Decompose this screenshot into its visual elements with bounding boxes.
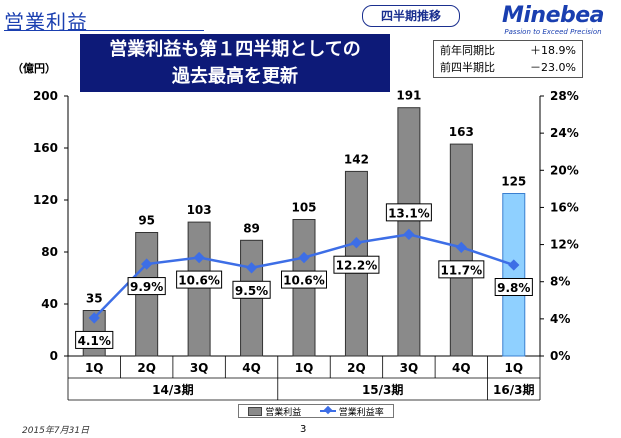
comparison-value: ＋18.9% [530, 44, 576, 57]
legend-label: 営業利益率 [338, 407, 384, 418]
margin-label-box [176, 270, 223, 289]
margin-value-label: 9.5% [235, 284, 268, 298]
margin-point [455, 241, 467, 254]
margin-value-label: 13.1% [388, 206, 430, 220]
page-number: 3 [300, 424, 307, 435]
bar-value-label: 191 [396, 89, 421, 103]
y-left-tick-label: 80 [41, 245, 58, 259]
logo-tagline: Passion to Exceed Precision [504, 28, 602, 36]
margin-point [403, 228, 415, 241]
margin-value-label: 10.6% [178, 274, 220, 288]
comparison-value: －23.0% [530, 61, 576, 74]
comparison-box: 前年同期比 ＋18.9% 前四半期比 －23.0% [433, 40, 583, 78]
margin-value-label: 10.6% [283, 274, 325, 288]
category-label: 1Q [295, 361, 314, 375]
category-label: 1Q [85, 361, 104, 375]
margin-label-box [385, 203, 432, 222]
legend-label: 営業利益 [265, 407, 302, 418]
comparison-label: 前四半期比 [440, 61, 495, 74]
category-label: 2Q [347, 361, 366, 375]
margin-label-box [333, 255, 380, 274]
margin-value-label: 12.2% [336, 259, 378, 273]
category-label: 1Q [504, 361, 523, 375]
margin-value-label: 9.9% [130, 280, 163, 294]
margin-point [141, 258, 153, 270]
headline-line-1: 営業利益も第１四半期としての [109, 39, 361, 60]
headline-line-2: 過去最高を更新 [172, 66, 298, 87]
category-label: 4Q [242, 361, 261, 375]
left-axis-unit: （億円） [12, 62, 56, 75]
bar-value-label: 95 [138, 214, 155, 228]
y-right-tick-label: 4% [550, 312, 570, 326]
margin-label-box [438, 260, 485, 279]
bar-value-label: 125 [501, 175, 526, 189]
comparison-row-qoq: 前四半期比 －23.0% [440, 59, 576, 76]
margin-point [350, 237, 363, 249]
margin-point [245, 262, 258, 274]
margin-label-box [494, 278, 533, 296]
bar-value-label: 35 [86, 292, 103, 306]
bar-value-label: 163 [449, 125, 474, 139]
group-label: 15/3期 [362, 382, 403, 397]
y-left-tick-label: 200 [33, 89, 58, 103]
margin-label-box [232, 280, 271, 299]
y-left-tick-label: 160 [33, 141, 58, 155]
margin-value-label: 11.7% [441, 263, 483, 277]
margin-point [508, 259, 520, 271]
company-logo: Minebea Passion to Exceed Precision [490, 4, 616, 37]
margin-value-label: 4.1% [78, 334, 111, 348]
y-left-tick-label: 40 [41, 297, 58, 311]
bar-value-label: 103 [187, 203, 212, 217]
y-right-tick-label: 28% [550, 89, 579, 103]
y-right-tick-label: 12% [550, 238, 579, 252]
category-label: 3Q [400, 361, 419, 375]
headline-box: 営業利益も第１四半期としての 過去最高を更新 [80, 34, 390, 92]
y-left-tick-label: 120 [33, 193, 58, 207]
group-label: 14/3期 [152, 382, 193, 397]
bar [187, 221, 211, 357]
bar [502, 193, 526, 357]
bar-value-label: 142 [344, 152, 369, 166]
margin-label-box [281, 270, 327, 289]
margin-label-box [75, 330, 114, 349]
title-underline [4, 30, 204, 31]
y-right-tick-label: 8% [550, 275, 570, 289]
bar-value-label: 105 [291, 201, 316, 215]
margin-label-box [127, 277, 166, 296]
logo-name: Minebea [501, 3, 605, 28]
y-right-tick-label: 24% [550, 126, 579, 140]
legend-item-line: 営業利益率 [319, 405, 384, 418]
legend-line-swatch [319, 410, 336, 412]
group-label: 16/3期 [493, 382, 534, 397]
legend-bar-swatch [248, 406, 263, 416]
legend: 営業利益 営業利益率 [238, 404, 394, 418]
legend-item-bar: 営業利益 [248, 405, 301, 418]
category-label: 2Q [137, 361, 156, 375]
bar-value-label: 89 [243, 221, 260, 235]
category-label: 3Q [190, 361, 209, 375]
comparison-row-yoy: 前年同期比 ＋18.9% [440, 42, 576, 59]
y-left-tick-label: 0 [50, 349, 58, 363]
y-right-tick-label: 16% [550, 200, 579, 214]
section-badge: 四半期推移 [362, 5, 460, 27]
footer-date: 2015年7月31日 [22, 426, 90, 436]
y-right-tick-label: 0% [550, 349, 570, 363]
margin-value-label: 9.8% [497, 281, 530, 295]
y-right-tick-label: 20% [550, 163, 579, 177]
comparison-label: 前年同期比 [440, 44, 495, 57]
category-label: 4Q [452, 361, 471, 375]
